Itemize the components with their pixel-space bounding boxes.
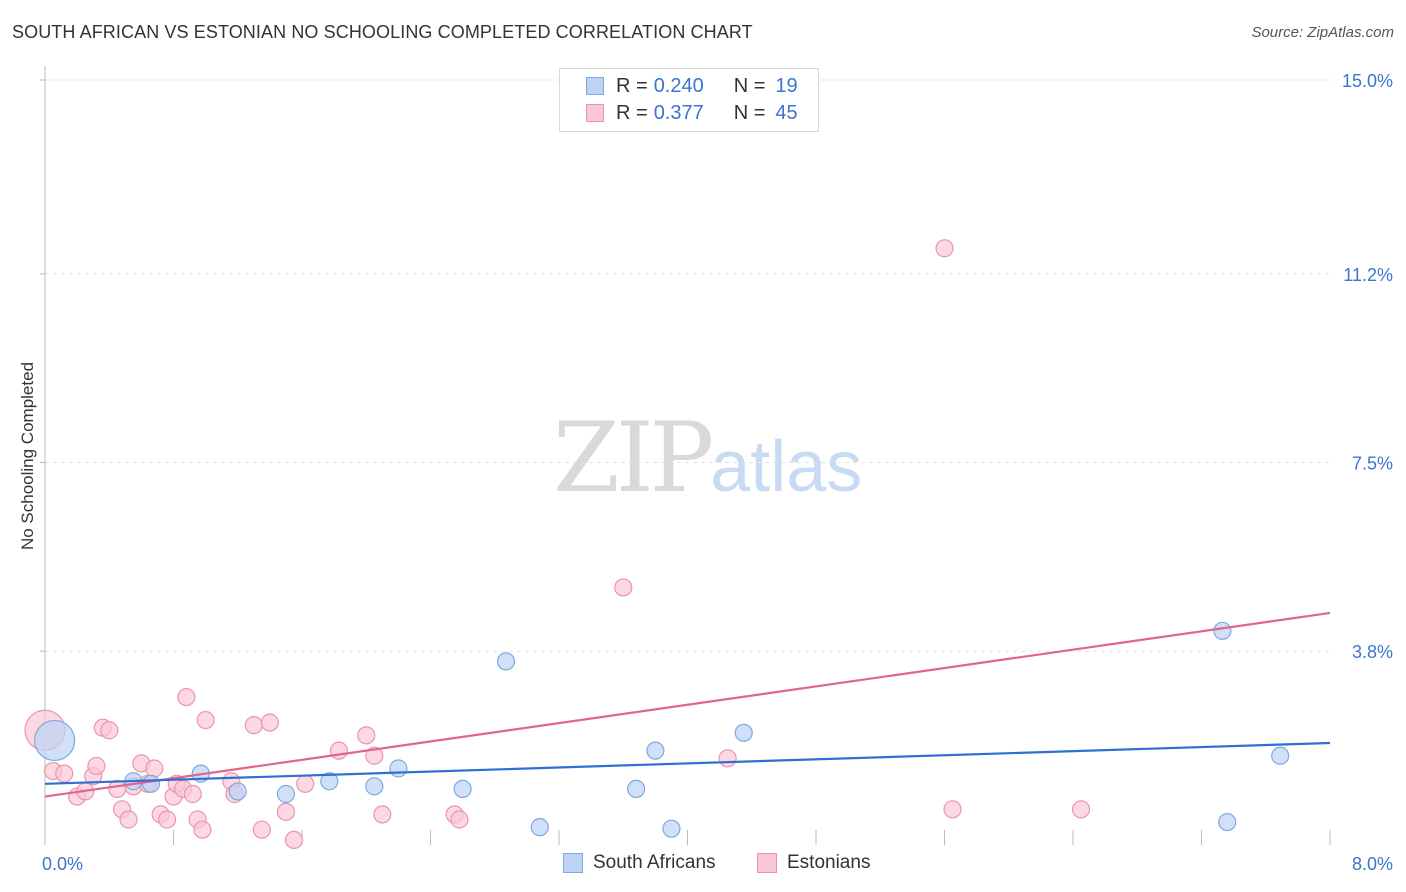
- estonians-point: [296, 774, 315, 793]
- y-tick-label: 15.0%: [1342, 71, 1393, 91]
- r-value: 0.240: [653, 74, 704, 97]
- estonians-point: [108, 779, 127, 799]
- estonians-point: [55, 764, 74, 783]
- estonians-point: [119, 810, 138, 829]
- series-legend: South Africans Estonians: [0, 852, 1406, 878]
- blue-swatch-icon: [586, 77, 604, 95]
- trend-lines: [44, 611, 1331, 798]
- pink-swatch-icon: [757, 853, 777, 873]
- estonians-point: [244, 716, 263, 735]
- axes: [40, 66, 1331, 845]
- estonians-point: [196, 710, 215, 730]
- south-africans-point: [626, 779, 646, 799]
- y-tick-label: 11.2%: [1343, 265, 1393, 285]
- estonians-point: [252, 820, 271, 839]
- south-africans-point: [320, 772, 339, 791]
- south-africans-point: [141, 774, 161, 793]
- south-africans-points: [34, 621, 1290, 838]
- legend-row-south-africans: R = 0.240 N = 19: [586, 74, 798, 98]
- r-label: R =: [616, 74, 648, 97]
- south-africans-point: [734, 723, 753, 742]
- estonians-point: [260, 713, 279, 732]
- estonians-point: [87, 756, 106, 776]
- legend-item-estonians[interactable]: Estonians: [757, 852, 870, 874]
- south-africans-point: [228, 782, 247, 801]
- chart-title: SOUTH AFRICAN VS ESTONIAN NO SCHOOLING C…: [12, 22, 753, 42]
- r-value: 0.377: [653, 101, 704, 124]
- x-tick-label: 0.0%: [42, 854, 83, 874]
- grid: [45, 79, 1330, 652]
- estonians-point: [183, 784, 202, 804]
- n-value: 45: [775, 101, 798, 124]
- y-tick-label: 7.5%: [1352, 454, 1393, 474]
- south-africans-point: [1213, 621, 1232, 640]
- legend-item-south-africans[interactable]: South Africans: [563, 852, 716, 874]
- y-tick-label: 3.8%: [1352, 642, 1393, 662]
- south-africans-trend-line: [44, 741, 1331, 785]
- legend-row-estonians: R = 0.377 N = 45: [586, 101, 798, 125]
- south-africans-point: [1218, 812, 1237, 832]
- correlation-legend: R = 0.240 N = 19 R = 0.377 N = 45: [559, 68, 819, 132]
- south-africans-point: [276, 784, 296, 804]
- south-africans-point: [365, 777, 384, 796]
- south-africans-point: [1271, 746, 1290, 765]
- estonians-point: [373, 805, 392, 824]
- south-africans-point: [646, 741, 665, 760]
- n-label: N =: [733, 101, 766, 124]
- estonians-point: [450, 810, 469, 829]
- estonians-point: [100, 721, 119, 740]
- estonians-point: [935, 239, 954, 258]
- n-value: 19: [775, 74, 798, 97]
- pink-swatch-icon: [586, 104, 604, 122]
- estonians-points: [24, 239, 1091, 850]
- estonians-point: [943, 800, 962, 819]
- south-africans-point: [496, 652, 516, 671]
- y-axis-title: No Schooling Completed: [18, 361, 37, 551]
- estonians-point: [614, 578, 633, 597]
- estonians-point: [157, 810, 177, 829]
- south-africans-point: [453, 779, 472, 799]
- legend-label: Estonians: [787, 852, 871, 873]
- estonians-point: [365, 746, 384, 765]
- estonians-point: [145, 759, 164, 778]
- blue-swatch-icon: [563, 853, 583, 873]
- estonians-point: [276, 802, 296, 821]
- legend-label: South Africans: [593, 852, 716, 873]
- source-label: Source: ZipAtlas.com: [1251, 24, 1394, 41]
- estonians-point: [357, 726, 376, 745]
- n-label: N =: [733, 74, 766, 97]
- tick-labels: 3.8% 7.5% 11.2% 15.0% 0.0% 8.0%: [42, 71, 1393, 874]
- r-label: R =: [616, 101, 648, 124]
- estonians-point: [718, 749, 737, 768]
- estonians-point: [284, 830, 304, 850]
- south-africans-point: [34, 719, 76, 762]
- estonians-point: [177, 687, 196, 707]
- estonians-point: [329, 741, 349, 760]
- south-africans-point: [662, 819, 681, 838]
- estonians-point: [1071, 800, 1091, 819]
- south-africans-point: [389, 759, 408, 778]
- estonians-trend-line: [44, 611, 1331, 798]
- south-africans-point: [530, 818, 549, 837]
- estonians-point: [193, 820, 212, 839]
- x-tick-label: 8.0%: [1352, 854, 1393, 874]
